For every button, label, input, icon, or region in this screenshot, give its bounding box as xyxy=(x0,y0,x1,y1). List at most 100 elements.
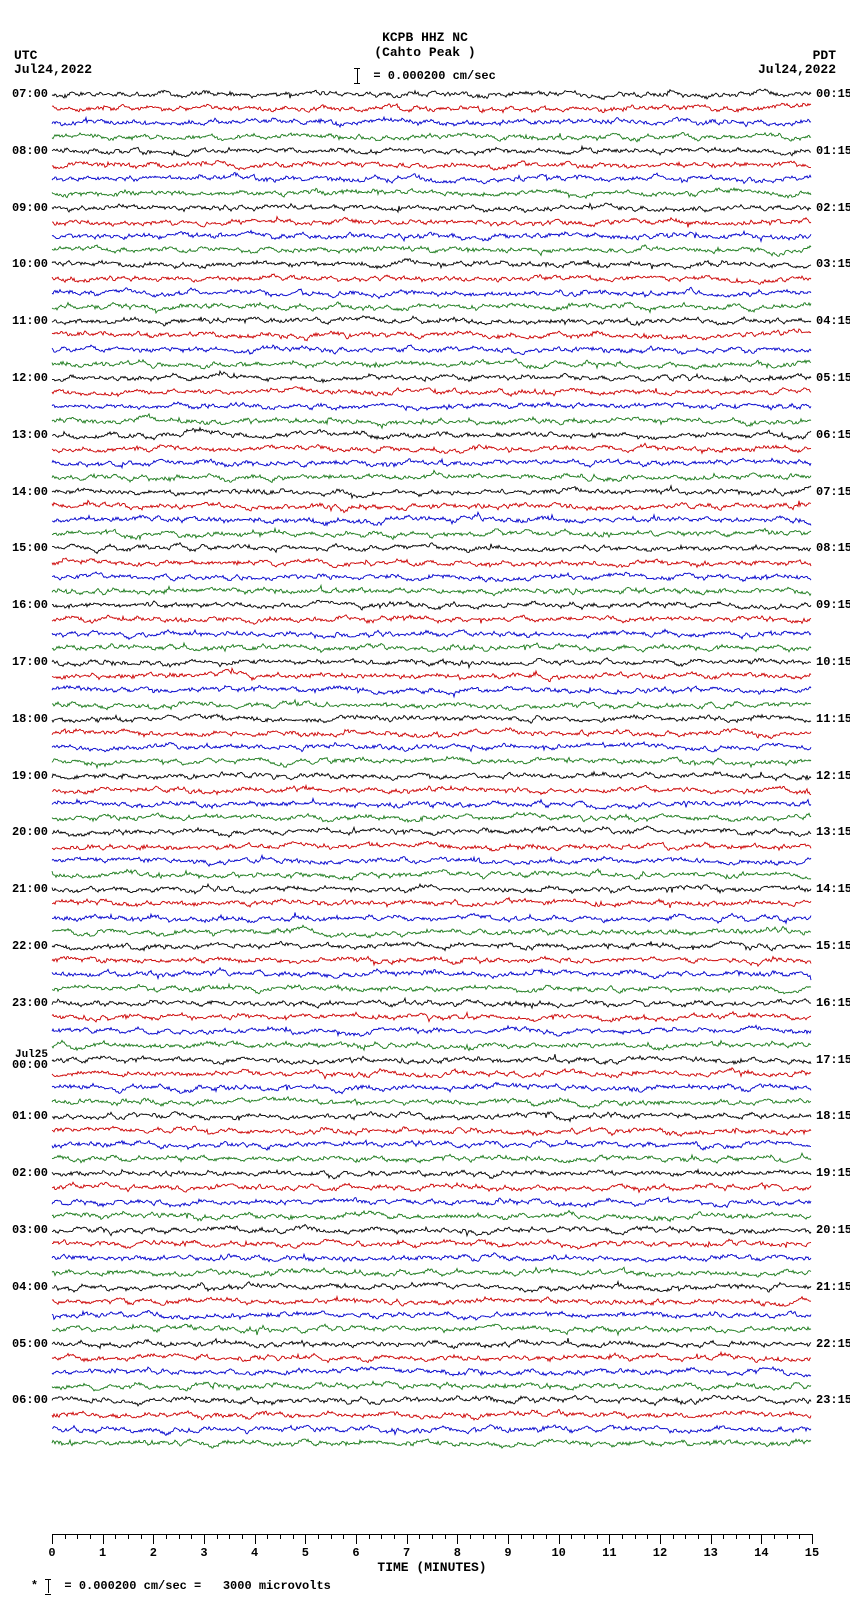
x-tick-label: 3 xyxy=(200,1546,207,1560)
local-hour-label: 10:15 xyxy=(816,655,850,669)
x-major-tick xyxy=(407,1534,408,1544)
local-hour-label: 21:15 xyxy=(816,1280,850,1294)
x-major-tick xyxy=(52,1534,53,1544)
x-major-tick xyxy=(457,1534,458,1544)
local-hour-label: 03:15 xyxy=(816,257,850,271)
local-hour-label: 15:15 xyxy=(816,939,850,953)
x-major-tick xyxy=(153,1534,154,1544)
x-tick-label: 7 xyxy=(403,1546,410,1560)
seismogram-page: KCPB HHZ NC (Cahto Peak ) UTC Jul24,2022… xyxy=(0,0,850,1613)
utc-hour-label: 02:00 xyxy=(0,1167,48,1179)
local-hour-label: 04:15 xyxy=(816,314,850,328)
utc-hour-label: 18:00 xyxy=(0,713,48,725)
local-hour-label: 16:15 xyxy=(816,996,850,1010)
x-tick-label: 2 xyxy=(150,1546,157,1560)
scale-bar-icon xyxy=(354,68,360,84)
x-minor-tick xyxy=(597,1534,598,1539)
x-tick-label: 0 xyxy=(48,1546,55,1560)
x-minor-tick xyxy=(115,1534,116,1539)
x-minor-tick xyxy=(280,1534,281,1539)
local-hour-label: 23:15 xyxy=(816,1393,850,1407)
local-hour-label: 08:15 xyxy=(816,541,850,555)
seismogram-plot: 07:0000:1508:0001:1509:0002:1510:0003:15… xyxy=(52,88,812,1534)
x-major-tick xyxy=(559,1534,560,1544)
x-minor-tick xyxy=(394,1534,395,1539)
x-minor-tick xyxy=(65,1534,66,1539)
x-minor-tick xyxy=(369,1534,370,1539)
x-minor-tick xyxy=(141,1534,142,1539)
x-minor-tick xyxy=(546,1534,547,1539)
x-tick-label: 1 xyxy=(99,1546,106,1560)
x-minor-tick xyxy=(229,1534,230,1539)
x-minor-tick xyxy=(432,1534,433,1539)
x-major-tick xyxy=(761,1534,762,1544)
local-hour-label: 02:15 xyxy=(816,201,850,215)
x-minor-tick xyxy=(787,1534,788,1539)
utc-hour-label: 09:00 xyxy=(0,202,48,214)
x-minor-tick xyxy=(673,1534,674,1539)
x-tick-label: 6 xyxy=(352,1546,359,1560)
header: KCPB HHZ NC (Cahto Peak ) UTC Jul24,2022… xyxy=(0,0,850,80)
x-tick-label: 13 xyxy=(703,1546,717,1560)
utc-hour-label: 08:00 xyxy=(0,145,48,157)
x-minor-tick xyxy=(267,1534,268,1539)
x-minor-tick xyxy=(419,1534,420,1539)
local-hour-label: 09:15 xyxy=(816,598,850,612)
x-minor-tick xyxy=(77,1534,78,1539)
x-minor-tick xyxy=(533,1534,534,1539)
utc-hour-label: 06:00 xyxy=(0,1394,48,1406)
x-minor-tick xyxy=(749,1534,750,1539)
x-tick-label: 10 xyxy=(551,1546,565,1560)
local-hour-label: 11:15 xyxy=(816,712,850,726)
x-minor-tick xyxy=(217,1534,218,1539)
scale-bar-text: = 0.000200 cm/sec xyxy=(366,69,496,83)
utc-hour-label: 17:00 xyxy=(0,656,48,668)
trace-line xyxy=(52,1433,812,1453)
x-minor-tick xyxy=(571,1534,572,1539)
local-hour-label: 01:15 xyxy=(816,144,850,158)
x-minor-tick xyxy=(191,1534,192,1539)
x-major-tick xyxy=(812,1534,813,1544)
x-minor-tick xyxy=(483,1534,484,1539)
footer-text: = 0.000200 cm/sec = 3000 microvolts xyxy=(57,1579,331,1593)
x-minor-tick xyxy=(736,1534,737,1539)
x-major-tick xyxy=(255,1534,256,1544)
x-minor-tick xyxy=(242,1534,243,1539)
local-hour-label: 18:15 xyxy=(816,1109,850,1123)
x-major-tick xyxy=(356,1534,357,1544)
x-tick-label: 4 xyxy=(251,1546,258,1560)
utc-hour-label: 16:00 xyxy=(0,599,48,611)
x-minor-tick xyxy=(584,1534,585,1539)
utc-hour-label: 04:00 xyxy=(0,1281,48,1293)
local-hour-label: 06:15 xyxy=(816,428,850,442)
local-hour-label: 13:15 xyxy=(816,825,850,839)
x-major-tick xyxy=(204,1534,205,1544)
utc-hour-label: 12:00 xyxy=(0,372,48,384)
utc-hour-label: 23:00 xyxy=(0,997,48,1009)
local-hour-label: 00:15 xyxy=(816,87,850,101)
local-hour-label: 19:15 xyxy=(816,1166,850,1180)
utc-hour-label: 11:00 xyxy=(0,315,48,327)
right-timezone: PDT xyxy=(813,48,836,63)
utc-hour-label: 20:00 xyxy=(0,826,48,838)
x-minor-tick xyxy=(774,1534,775,1539)
local-hour-label: 20:15 xyxy=(816,1223,850,1237)
utc-hour-label: 22:00 xyxy=(0,940,48,952)
local-hour-label: 17:15 xyxy=(816,1053,850,1067)
x-minor-tick xyxy=(470,1534,471,1539)
x-minor-tick xyxy=(723,1534,724,1539)
utc-hour-label: 19:00 xyxy=(0,770,48,782)
x-minor-tick xyxy=(128,1534,129,1539)
x-minor-tick xyxy=(166,1534,167,1539)
utc-hour-label: 07:00 xyxy=(0,88,48,100)
location-line: (Cahto Peak ) xyxy=(0,45,850,60)
x-minor-tick xyxy=(521,1534,522,1539)
scale-bar: = 0.000200 cm/sec xyxy=(0,68,850,84)
scale-bar-icon xyxy=(45,1579,51,1593)
x-major-tick xyxy=(305,1534,306,1544)
x-minor-tick xyxy=(799,1534,800,1539)
x-minor-tick xyxy=(647,1534,648,1539)
x-tick-label: 14 xyxy=(754,1546,768,1560)
x-major-tick xyxy=(508,1534,509,1544)
x-minor-tick xyxy=(343,1534,344,1539)
